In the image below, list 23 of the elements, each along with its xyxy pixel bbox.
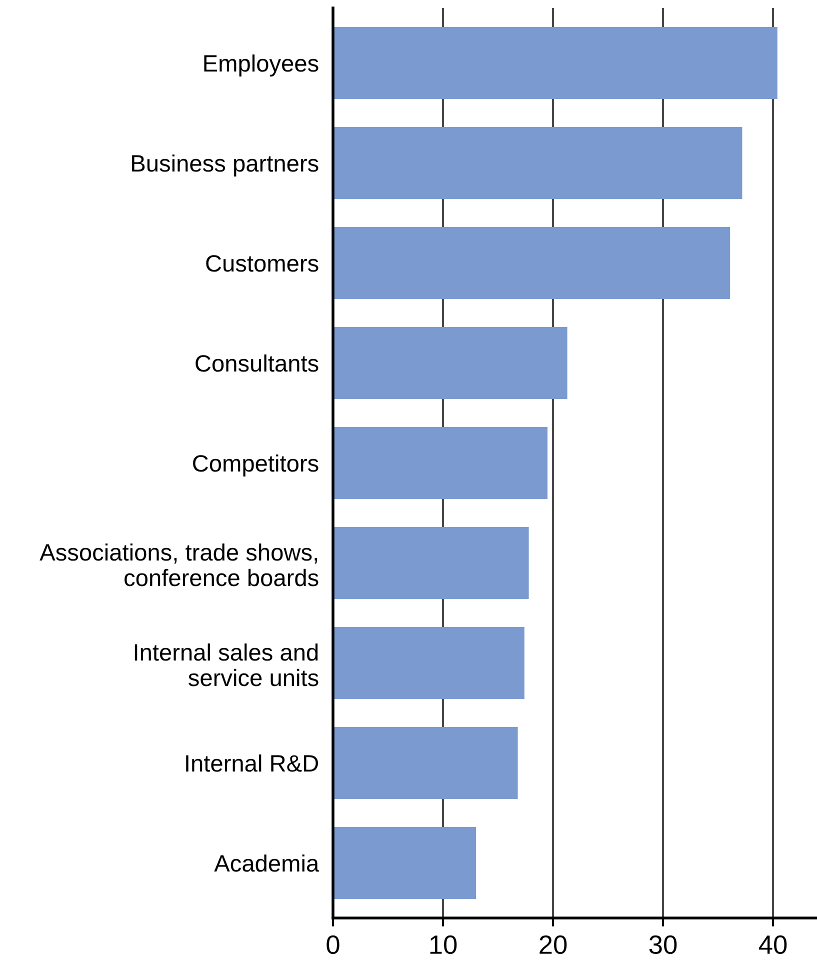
x-tick-label: 20 (540, 935, 567, 954)
y-tick-label: Employees (204, 54, 318, 76)
bar (333, 327, 568, 399)
y-tick-label: Internal R&D (186, 754, 318, 772)
y-tick-label: Customers (206, 255, 318, 272)
bar (333, 827, 476, 899)
x-tick-label: 30 (649, 935, 677, 954)
y-tick-label: Associations, trade shows, conference boards (40, 543, 318, 586)
bar (333, 527, 529, 599)
bar (333, 727, 518, 799)
x-tick-label: 40 (758, 935, 787, 954)
bar (333, 227, 730, 299)
x-tick-label: 10 (430, 935, 457, 954)
y-tick-label: Internal sales and service units (134, 643, 318, 686)
y-tick-label: Consultants (196, 354, 318, 372)
bar (333, 127, 742, 199)
y-tick-label: Business partners (132, 154, 318, 176)
bar (333, 27, 778, 99)
bar (333, 427, 548, 499)
x-tick-label: 0 (326, 935, 340, 954)
y-tick-label: Academia (214, 854, 320, 872)
y-tick-label: Competitors (193, 454, 318, 476)
bar (333, 627, 524, 699)
